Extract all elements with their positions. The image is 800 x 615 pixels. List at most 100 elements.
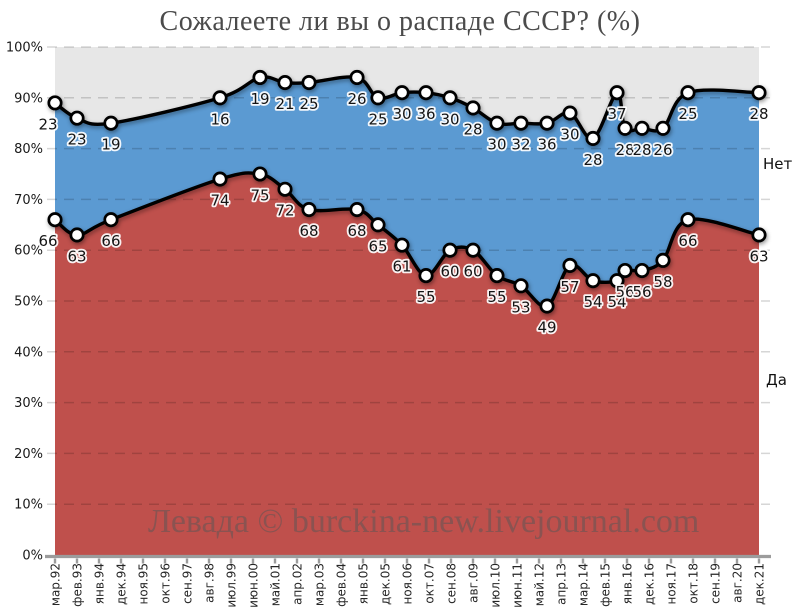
data-point-marker [301,75,317,91]
x-tick [75,558,79,564]
data-point-marker [370,90,386,106]
data-point-marker [442,90,458,106]
data-label: 57 [560,278,579,296]
x-tick [383,558,387,564]
y-tick-label: 90% [14,91,43,106]
data-point-marker [349,69,365,86]
x-tick [185,558,189,564]
data-point-marker [277,181,293,197]
data-label: 65 [368,237,387,255]
x-tick-label: янв.05 [357,563,371,604]
x-tick [361,558,365,564]
x-tick [317,558,321,564]
y-tick-label: 30% [14,396,43,411]
data-point-marker [609,273,625,289]
data-label: 74 [210,192,229,210]
data-point-marker [680,212,696,228]
x-tick [471,558,475,564]
data-label: 53 [511,298,530,316]
x-tick-label: апр.13 [555,563,569,605]
yes-area [55,172,759,555]
data-label: 55 [487,288,506,306]
data-point-marker [418,268,434,284]
data-label: 66 [678,232,697,250]
y-tick-label: 40% [14,345,43,360]
x-tick [229,558,233,564]
x-tick-label: май.12 [533,563,547,606]
x-tick-label: мар.03 [313,563,327,606]
data-label: 54 [607,293,626,311]
x-tick [163,558,167,564]
x-tick-label: мар.92 [49,563,63,606]
data-label: 23 [38,115,57,133]
x-tick-label: июн.11 [511,563,525,608]
x-tick-label: окт.96 [159,563,173,604]
data-label: 63 [67,247,86,265]
data-point-marker [634,262,650,279]
x-tick-label: дек.21 [753,563,767,605]
data-label: 25 [368,110,387,128]
x-tick-label: июл.99 [225,563,239,608]
x-tick [295,558,299,564]
x-tick [405,558,409,564]
x-tick-label: июл.10 [489,563,503,608]
data-label: 61 [392,258,411,276]
data-point-marker [394,85,410,101]
chart-title: Сожалеете ли вы о распаде СССР? (%) [159,6,641,37]
x-tick [449,558,453,564]
series-label-yes: Да [766,371,787,389]
x-tick [647,558,651,564]
x-tick-label: окт.18 [687,563,701,604]
data-label: 32 [511,136,530,154]
data-label: 68 [299,222,318,240]
data-label: 30 [392,105,411,123]
data-label: 55 [416,288,435,306]
x-tick [559,558,563,564]
x-tick-label: ноя.95 [137,563,151,605]
x-tick-label: авг.20 [731,563,745,603]
x-tick [119,558,123,564]
x-tick-label: фев.15 [599,563,613,607]
x-tick [581,558,585,564]
x-tick-label: окт.07 [423,563,437,604]
data-label: 75 [250,187,269,205]
x-tick [691,558,695,564]
y-tick-label: 70% [14,193,43,208]
data-point-marker [442,242,458,258]
data-label: 23 [67,131,86,149]
data-point-marker [609,85,625,101]
data-label: 28 [583,151,602,169]
data-point-marker [539,115,555,131]
data-point-marker [489,115,505,131]
x-tick [735,558,739,564]
data-label: 56 [632,283,651,301]
data-label: 36 [537,136,556,154]
data-label: 60 [440,263,459,281]
data-point-marker [655,120,671,136]
data-point-marker [562,257,578,273]
data-point-marker [585,273,601,289]
data-label: 30 [487,136,506,154]
y-tick-label: 10% [14,498,43,513]
data-point-marker [513,115,529,131]
x-tick-label: сен.19 [709,563,723,604]
y-tick-label: 80% [14,142,43,157]
x-tick [603,558,607,564]
x-tick-label: фев.93 [71,563,85,607]
data-label: 28 [749,105,768,123]
data-point-marker [277,75,293,91]
data-point-marker [418,85,434,101]
x-tick-label: фев.04 [335,563,349,607]
y-tick-label: 60% [14,244,43,259]
data-label: 28 [463,120,482,138]
x-tick-label: ноя.17 [665,563,679,605]
data-label: 19 [250,90,269,108]
y-tick-label: 50% [14,295,43,310]
x-tick-label: июн.00 [247,563,261,608]
data-point-marker [349,202,365,218]
x-tick [713,558,717,564]
data-label: 19 [101,136,120,154]
data-point-marker [751,85,767,101]
data-point-marker [394,237,410,253]
